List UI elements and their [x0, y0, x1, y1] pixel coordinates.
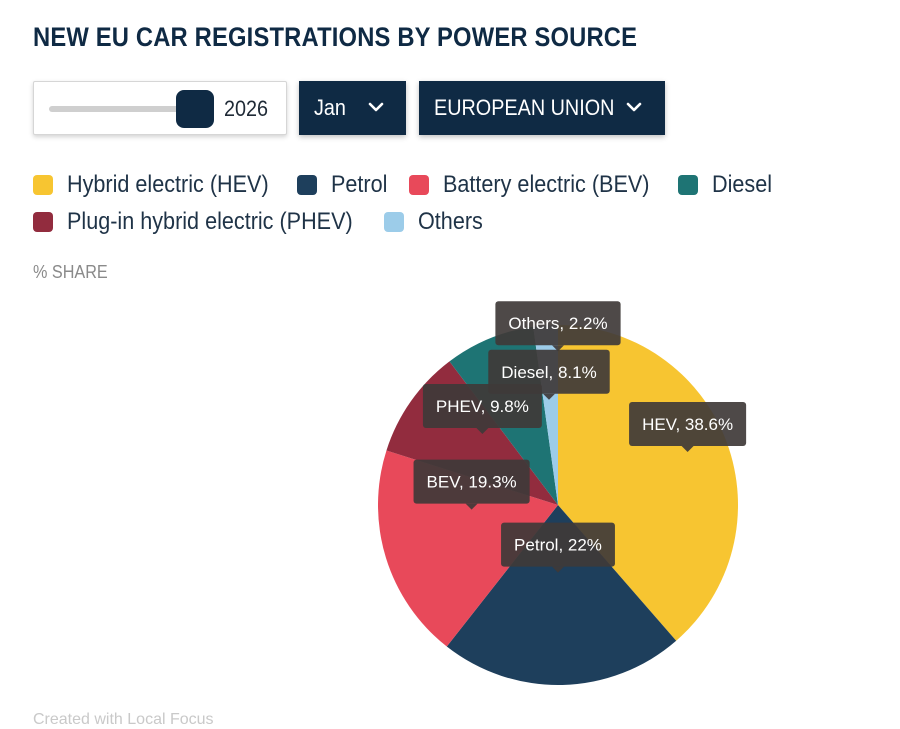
month-dropdown[interactable]: Jan	[299, 81, 406, 135]
legend-swatch	[409, 175, 429, 195]
data-label-pointer	[552, 566, 564, 573]
data-label-box	[629, 402, 747, 446]
data-label-text: Diesel, 8.1%	[501, 363, 596, 382]
data-label-hev: HEV, 38.6%	[629, 402, 747, 452]
year-slider-handle[interactable]	[176, 90, 214, 128]
data-label-text: HEV, 38.6%	[642, 415, 733, 434]
data-label-pointer	[681, 446, 694, 452]
legend-label: Hybrid electric (HEV)	[67, 171, 269, 198]
data-label-pointer	[552, 345, 564, 352]
year-slider-track[interactable]	[49, 106, 199, 112]
data-label-diesel: Diesel, 8.1%	[488, 349, 610, 400]
legend-item-phev[interactable]: Plug-in hybrid electric (PHEV)	[33, 207, 384, 237]
data-label-phev: PHEV, 9.8%	[422, 384, 542, 434]
data-label-text: Petrol, 22%	[514, 536, 602, 555]
data-label-text: Others, 2.2%	[508, 314, 607, 333]
data-label-text: PHEV, 9.8%	[436, 397, 529, 416]
data-label-pointer	[476, 428, 489, 434]
region-dropdown-label: EUROPEAN UNION	[434, 95, 615, 120]
legend-item-hev[interactable]: Hybrid electric (HEV)	[33, 170, 291, 200]
legend-label: Petrol	[331, 171, 388, 198]
year-slider-control: 2026	[33, 81, 287, 135]
legend-item-diesel[interactable]: Diesel	[678, 170, 779, 200]
pie-labels: HEV, 38.6% Petrol, 22% BEV, 19.3% PHEV, 9.8…	[413, 301, 747, 573]
data-label-text: BEV, 19.3%	[427, 473, 517, 492]
legend-swatch	[297, 175, 317, 195]
legend-label: Battery electric (BEV)	[443, 171, 650, 198]
chart-title: NEW EU CAR REGISTRATIONS BY POWER SOURCE	[33, 22, 638, 52]
axis-note: % SHARE	[33, 262, 108, 282]
year-value: 2026	[224, 96, 269, 121]
legend-label: Plug-in hybrid electric (PHEV)	[67, 208, 353, 235]
data-label-box	[488, 349, 610, 394]
legend-swatch	[33, 175, 53, 195]
legend-label: Diesel	[712, 171, 773, 198]
legend-item-petrol[interactable]: Petrol	[297, 170, 394, 200]
legend-swatch	[384, 212, 404, 232]
pie-slice-petrol[interactable]	[446, 505, 677, 685]
legend-swatch	[33, 212, 53, 232]
data-label-pointer	[543, 393, 555, 400]
data-label-bev: BEV, 19.3%	[413, 459, 530, 510]
region-dropdown[interactable]: EUROPEAN UNION	[419, 81, 665, 135]
data-label-box	[495, 301, 621, 346]
data-label-box	[422, 384, 542, 428]
chevron-down-icon	[368, 102, 384, 112]
data-label-pointer	[465, 503, 478, 510]
legend-item-others[interactable]: Others	[384, 207, 490, 237]
legend-label: Others	[418, 208, 483, 235]
data-label-box	[413, 459, 530, 504]
data-label-others: Others, 2.2%	[495, 301, 621, 352]
chevron-down-icon	[626, 102, 642, 112]
chart-credit: Created with Local Focus	[33, 711, 214, 728]
month-dropdown-label: Jan	[314, 95, 346, 120]
legend-item-bev[interactable]: Battery electric (BEV)	[409, 170, 672, 200]
data-label-petrol: Petrol, 22%	[501, 522, 615, 573]
legend-swatch	[678, 175, 698, 195]
data-label-box	[501, 522, 615, 567]
